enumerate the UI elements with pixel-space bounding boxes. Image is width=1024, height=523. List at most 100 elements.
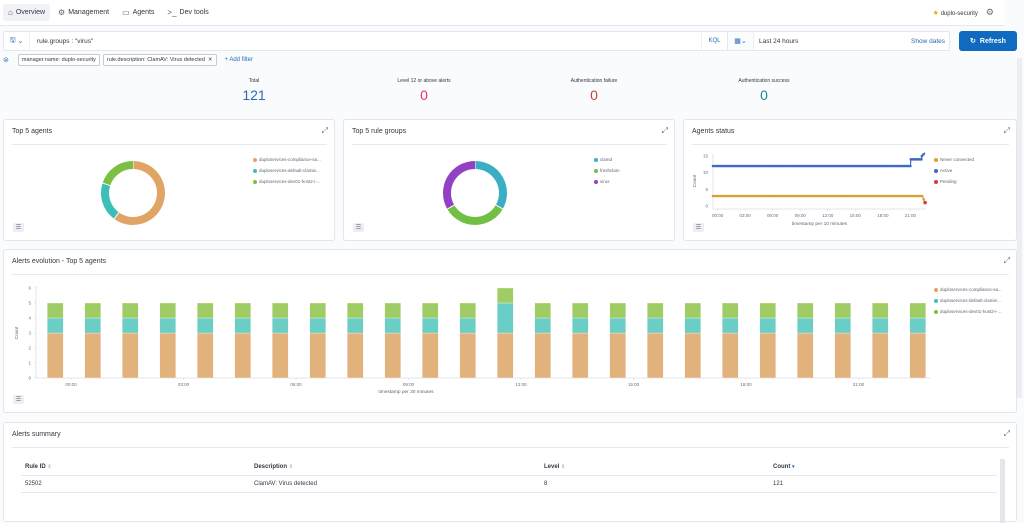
gear-icon[interactable]: ⚙ bbox=[985, 7, 994, 17]
legend-toggle-icon[interactable]: ☰ bbox=[13, 223, 24, 232]
search-input[interactable]: rule.groups : "virus" bbox=[30, 32, 702, 50]
legend-dot bbox=[594, 157, 598, 162]
legend-dot bbox=[934, 309, 938, 314]
bar-segment bbox=[197, 317, 214, 334]
panel-alerts-evolution: Alerts evolution - Top 5 agents ⤢ 0 1 2 3 4 5… bbox=[3, 249, 1017, 413]
monitor-icon: ▭ bbox=[122, 8, 130, 17]
bar-segment bbox=[834, 302, 851, 319]
close-icon[interactable]: ✕ bbox=[207, 57, 213, 63]
column-header-description[interactable]: Description ⇕ bbox=[250, 459, 540, 476]
legend-item[interactable]: duploservices-compliance-sa... bbox=[253, 157, 321, 162]
legend-item[interactable]: Active bbox=[934, 168, 974, 173]
legend-label: duploservices-compliance-sa... bbox=[259, 157, 321, 162]
legend-toggle-icon[interactable]: ☰ bbox=[13, 395, 24, 404]
bar-segment bbox=[384, 302, 401, 319]
bar-segment bbox=[347, 317, 364, 334]
bar-segment bbox=[234, 302, 251, 319]
legend-toggle-icon[interactable]: ☰ bbox=[693, 223, 704, 232]
bar-segment bbox=[84, 332, 101, 379]
saved-query-button[interactable]: 🖫 ⌄ bbox=[4, 32, 30, 50]
bar-segment bbox=[684, 332, 701, 379]
column-header-count[interactable]: Count ▾ bbox=[769, 459, 997, 476]
bar-segment bbox=[272, 317, 289, 334]
bar-segment bbox=[197, 332, 214, 379]
data-point bbox=[922, 198, 926, 201]
bar-segment bbox=[422, 317, 439, 334]
bar-segment bbox=[684, 317, 701, 334]
column-header-rule-id[interactable]: Rule ID ⇕ bbox=[21, 459, 250, 476]
filter-pill[interactable]: manager.name: duplo-security bbox=[17, 54, 100, 66]
legend-item[interactable]: duploservices-default-clamie... bbox=[253, 168, 321, 173]
metric-label: Authentication failure bbox=[570, 78, 618, 84]
bar-segment bbox=[722, 302, 739, 319]
bar-segment bbox=[759, 302, 776, 319]
legend-item[interactable]: duploservices-default-clamie... bbox=[934, 298, 1002, 303]
kql-toggle[interactable]: KQL bbox=[702, 32, 728, 50]
expand-icon[interactable]: ⤢ bbox=[1003, 429, 1010, 438]
legend-item[interactable]: Never connected bbox=[934, 157, 974, 162]
overview-icon: ⌂ bbox=[8, 8, 13, 17]
show-dates-link[interactable]: Show dates bbox=[911, 37, 945, 45]
x-tick-label: 12:00 bbox=[515, 382, 527, 387]
date-picker-button[interactable]: ▦ ⌄ bbox=[728, 32, 754, 50]
legend-label: clamd bbox=[600, 157, 613, 162]
metric-auth-success: Authentication success 0 bbox=[694, 78, 834, 103]
panel-title: Alerts summary bbox=[12, 431, 61, 438]
legend-label: Pending bbox=[940, 179, 957, 184]
expand-icon[interactable]: ⤢ bbox=[321, 126, 328, 135]
tab-agents[interactable]: ▭ Agents bbox=[117, 4, 159, 21]
filter-options-icon[interactable]: ⊜ bbox=[3, 57, 9, 64]
bar-segment bbox=[122, 332, 139, 379]
bar-segment bbox=[534, 332, 551, 379]
cell-count: 121 bbox=[769, 475, 997, 493]
add-filter-button[interactable]: + Add filter bbox=[224, 57, 254, 63]
top-navigation: ⌂ Overview ⚙ Management ▭ Agents >_ Dev tool… bbox=[0, 0, 1004, 26]
legend-toggle-icon[interactable]: ☰ bbox=[353, 223, 364, 232]
legend-item[interactable]: duploservices-dev01-host2-i-... bbox=[934, 309, 1002, 314]
y-tick-label: 5 bbox=[28, 301, 31, 306]
page-scrollbar[interactable] bbox=[1017, 58, 1022, 398]
donut-slice bbox=[114, 161, 165, 225]
metric-auth-failure: Authentication failure 0 bbox=[524, 78, 664, 103]
expand-icon[interactable]: ⤢ bbox=[1003, 126, 1010, 135]
bar-segment bbox=[834, 332, 851, 379]
x-axis-label: timestamp per 10 minutes bbox=[792, 221, 848, 226]
x-tick-label: 15:00 bbox=[628, 382, 640, 387]
legend-item[interactable]: Pending bbox=[934, 179, 974, 184]
panel-title: Agents status bbox=[692, 128, 735, 135]
x-tick-label: 00:00 bbox=[65, 382, 77, 387]
expand-icon[interactable]: ⤢ bbox=[1003, 256, 1010, 265]
bar-segment bbox=[122, 302, 139, 319]
bar-segment bbox=[647, 317, 664, 334]
x-tick-label: 06:00 bbox=[767, 213, 779, 218]
divider bbox=[12, 274, 1009, 275]
legend-label: freshclam bbox=[600, 168, 620, 173]
expand-icon[interactable]: ⤢ bbox=[661, 126, 668, 135]
tab-overview[interactable]: ⌂ Overview bbox=[3, 4, 51, 21]
tab-label: Management bbox=[68, 9, 110, 16]
filter-pill[interactable]: rule.description: ClamAV: Virus detected… bbox=[102, 54, 217, 66]
tab-management[interactable]: ⚙ Management bbox=[53, 4, 114, 21]
x-tick-label: 15:00 bbox=[850, 213, 862, 218]
sort-icon: ⇕ bbox=[288, 464, 293, 470]
legend-item[interactable]: duploservices-dev01-host2-i-... bbox=[253, 179, 321, 184]
api-selector[interactable]: ★ duplo-security bbox=[933, 9, 978, 17]
bar-segment bbox=[797, 332, 814, 379]
management-icon: ⚙ bbox=[58, 8, 66, 17]
legend-label: duploservices-dev01-host2-i-... bbox=[940, 309, 1002, 314]
x-axis-label: timestamp per 30 minutes bbox=[378, 389, 434, 395]
tab-label: Dev tools bbox=[179, 9, 209, 16]
legend-item[interactable]: freshclam bbox=[594, 168, 620, 173]
time-range[interactable]: Last 24 hours Show dates bbox=[754, 32, 949, 50]
legend-dot bbox=[594, 179, 598, 184]
data-point bbox=[923, 200, 927, 205]
table-scrollbar[interactable] bbox=[1000, 459, 1005, 523]
bar-segment bbox=[197, 302, 214, 319]
chart-legend: duploservices-compliance-sa... duploserv… bbox=[253, 157, 321, 190]
legend-item[interactable]: clamd bbox=[594, 157, 620, 162]
legend-item[interactable]: duploservices-compliance-sa... bbox=[934, 287, 1002, 292]
tab-dev-tools[interactable]: >_ Dev tools bbox=[162, 4, 213, 21]
refresh-button[interactable]: ↻ Refresh bbox=[959, 31, 1017, 51]
legend-item[interactable]: virus bbox=[594, 179, 620, 184]
column-header-level[interactable]: Level ⇕ bbox=[540, 459, 769, 476]
